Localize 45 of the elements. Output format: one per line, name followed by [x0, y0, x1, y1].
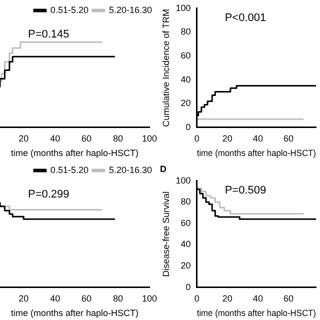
legend-label: 0.51-5.20: [50, 164, 88, 175]
annotation: P<0.001: [224, 12, 266, 24]
annotation: P=0.509: [224, 184, 266, 196]
x-tick-label: 80: [113, 293, 124, 304]
text: P=0.299: [28, 188, 70, 201]
chart-title: D: [160, 164, 167, 174]
y-tick-label: 60: [180, 218, 191, 228]
y-tick-label: 80: [180, 26, 191, 37]
x-tick-label: 60: [82, 133, 92, 144]
y-axis-title: Disease-free Survival: [160, 191, 171, 277]
y-axis-title: Cumulative Incidence of TRM: [160, 8, 171, 127]
y-tick-label: 80: [180, 196, 191, 207]
x-tick-label: 100: [142, 133, 158, 144]
x-tick-label: 60: [283, 293, 294, 304]
x-axis-title: time (months after haplo-HSCT): [10, 148, 139, 158]
x-tick-label: 20: [222, 133, 232, 144]
y-tick-label: 40: [180, 239, 191, 250]
x-tick-label: 20: [18, 293, 29, 304]
y-tick-label: 100: [176, 175, 191, 186]
x-tick-label: 20: [222, 293, 232, 304]
x-tick-label: 40: [50, 133, 60, 144]
x-axis-title: time (months after haplo-HSCT): [196, 148, 316, 158]
y-tick-label: 20: [180, 98, 191, 108]
x-tick-label: 80: [113, 133, 124, 144]
y-tick-label: 100: [176, 2, 191, 13]
text: P=0.145: [28, 28, 70, 41]
x-axis-title: time (months after haplo-HSCT): [196, 308, 316, 318]
legend-label: 5.20-16.30: [108, 164, 152, 175]
x-tick-label: 20: [18, 133, 29, 144]
x-tick-label: 100: [142, 293, 158, 304]
x-tick-label: 40: [252, 133, 263, 144]
x-tick-label: 60: [283, 133, 294, 144]
legend-label: 0.51-5.20: [50, 4, 88, 15]
y-tick-label: 20: [180, 260, 191, 271]
legend-label: 5.20-16.30: [108, 4, 152, 15]
x-tick-label: 0: [194, 133, 200, 144]
y-tick-label: 0: [186, 122, 191, 132]
x-axis-title: time (months after haplo-HSCT): [10, 308, 139, 318]
x-tick-label: 40: [252, 293, 263, 304]
x-tick-label: 60: [82, 293, 92, 304]
y-tick-label: 0: [186, 282, 191, 292]
x-tick-label: 0: [194, 293, 200, 304]
y-tick-label: 60: [180, 50, 191, 60]
y-tick-label: 40: [180, 74, 191, 84]
x-tick-label: 40: [50, 293, 60, 304]
